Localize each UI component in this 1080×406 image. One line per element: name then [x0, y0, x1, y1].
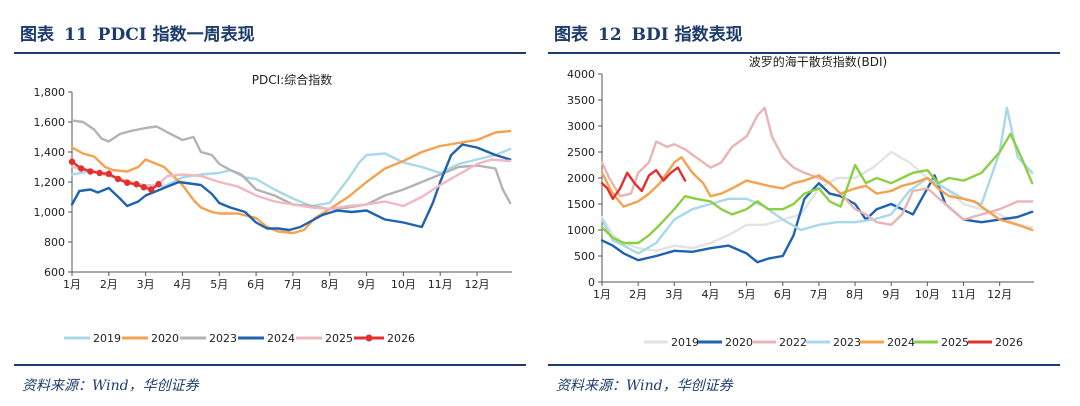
- series-line-2020: [70, 129, 512, 235]
- x-tick-label: 7月: [810, 288, 828, 301]
- bottom-divider: [548, 364, 1060, 366]
- figure-label: 图表: [554, 25, 588, 45]
- x-tick-label: 5月: [738, 288, 756, 301]
- legend-label-2019: 2019: [671, 336, 699, 349]
- x-tick-label: 9月: [358, 278, 376, 291]
- series-point-2026: [114, 175, 122, 183]
- series-line-2025: [600, 132, 1034, 245]
- x-tick-label: 8月: [321, 278, 339, 291]
- legend-label-2022: 2022: [779, 336, 807, 349]
- series-point-2026: [68, 158, 76, 165]
- x-tick-label: 1月: [63, 278, 81, 291]
- series-line-2020: [600, 174, 1034, 264]
- y-tick-label: 2000: [567, 172, 595, 185]
- y-tick-label: 1,200: [34, 176, 66, 189]
- bottom-divider: [14, 364, 526, 366]
- legend-label-2019: 2019: [93, 332, 121, 345]
- series-line-2026: [600, 166, 687, 201]
- y-tick-label: 3500: [567, 94, 595, 107]
- y-tick-label: 4000: [567, 68, 595, 81]
- figure-12-panel: 图表 12 BDI 指数表现 波罗的海干散货指数(BDI) 0 500 1000 1500 2…: [548, 0, 1074, 406]
- legend-label-2024: 2024: [887, 336, 915, 349]
- x-tick-label: 4月: [173, 278, 191, 291]
- y-tick-label: 2500: [567, 146, 595, 159]
- series-line-2023: [70, 119, 512, 211]
- x-tick-label: 1月: [593, 288, 611, 301]
- legend-label-2023: 2023: [209, 332, 237, 345]
- legend-label-2024: 2024: [267, 332, 295, 345]
- series-line-2019: [70, 147, 512, 208]
- legend-marker-2026: [365, 334, 373, 342]
- y-tick-label: 1000: [567, 224, 595, 237]
- figure-title-text: BDI 指数表现: [631, 25, 743, 45]
- x-tick-label: 10月: [915, 288, 940, 301]
- figure-number: 12: [598, 25, 622, 45]
- x-tick-label: 3月: [665, 288, 683, 301]
- legend-label-2025: 2025: [325, 332, 353, 345]
- legend-label-2020: 2020: [725, 336, 753, 349]
- figure-number: 11: [64, 25, 88, 45]
- x-tick-label: 3月: [137, 278, 155, 291]
- legend-label-2025: 2025: [941, 336, 969, 349]
- figure-label: 图表: [20, 25, 54, 45]
- y-tick-label: 1,000: [34, 206, 66, 219]
- figure-title: 图表 11 PDCI 指数一周表现: [20, 20, 265, 45]
- y-tick-label: 1,800: [34, 86, 66, 99]
- x-tick-label: 7月: [284, 278, 302, 291]
- series-point-2026: [78, 165, 85, 172]
- y-tick-label: 500: [574, 250, 595, 263]
- legend-label-2020: 2020: [151, 332, 179, 345]
- y-tick-label: 1,600: [34, 116, 66, 129]
- pdci-chart: PDCI:综合指数 600 800 1,000 1,200 1,400 1,600 1,800…: [34, 72, 512, 345]
- figure-title: 图表 12 BDI 指数表现: [554, 20, 753, 45]
- top-divider: [14, 52, 526, 54]
- y-tick-label: 1500: [567, 198, 595, 211]
- x-tick-label: 11月: [428, 278, 453, 291]
- series-point-2026: [133, 181, 140, 188]
- y-tick-label: 800: [44, 236, 65, 249]
- series-point-2026: [96, 169, 103, 177]
- y-tick-label: 1,400: [34, 146, 66, 159]
- top-divider: [548, 52, 1060, 54]
- series-line-2023: [600, 106, 1034, 255]
- chart-title: PDCI:综合指数: [252, 72, 332, 87]
- figure-title-text: PDCI 指数一周表现: [97, 25, 255, 45]
- series-point-2026: [140, 184, 147, 191]
- y-tick-label: 0: [588, 276, 595, 289]
- legend-label-2026: 2026: [995, 336, 1023, 349]
- series-point-2026: [105, 170, 113, 177]
- series-line-2024: [600, 155, 1034, 232]
- x-tick-label: 2月: [100, 278, 118, 291]
- x-tick-label: 2月: [629, 288, 647, 301]
- series-point-2026: [124, 179, 131, 186]
- legend-label-2026: 2026: [387, 332, 415, 345]
- series-point-2026: [147, 186, 155, 193]
- x-tick-label: 9月: [882, 288, 900, 301]
- series-point-2026: [87, 168, 94, 175]
- x-tick-label: 5月: [210, 278, 228, 291]
- x-tick-label: 11月: [951, 288, 976, 301]
- series-line-2019: [600, 150, 1034, 253]
- source-note: 资料来源：Wind，华创证券: [556, 378, 733, 394]
- x-tick-label: 6月: [774, 288, 792, 301]
- figure-11-panel: 图表 11 PDCI 指数一周表现 PDCI:综合指数 600 800 1,000 1,20…: [14, 0, 540, 406]
- chart-title: 波罗的海干散货指数(BDI): [749, 54, 887, 69]
- legend-label-2023: 2023: [833, 336, 861, 349]
- series-line-2025: [70, 158, 512, 211]
- x-tick-label: 12月: [465, 278, 490, 291]
- y-tick-label: 600: [44, 266, 65, 279]
- series-line-2022: [600, 106, 1034, 227]
- x-tick-label: 4月: [701, 288, 719, 301]
- x-tick-label: 8月: [846, 288, 864, 301]
- x-tick-label: 6月: [247, 278, 265, 291]
- source-note: 资料来源：Wind，华创证券: [22, 378, 199, 394]
- bdi-chart: 波罗的海干散货指数(BDI) 0 500 1000 1500 2000 2500 3000 35…: [567, 54, 1034, 349]
- y-tick-label: 3000: [567, 120, 595, 133]
- series-line-2024: [70, 143, 512, 232]
- x-tick-label: 12月: [987, 288, 1012, 301]
- series-point-2026: [155, 181, 162, 188]
- x-tick-label: 10月: [391, 278, 416, 291]
